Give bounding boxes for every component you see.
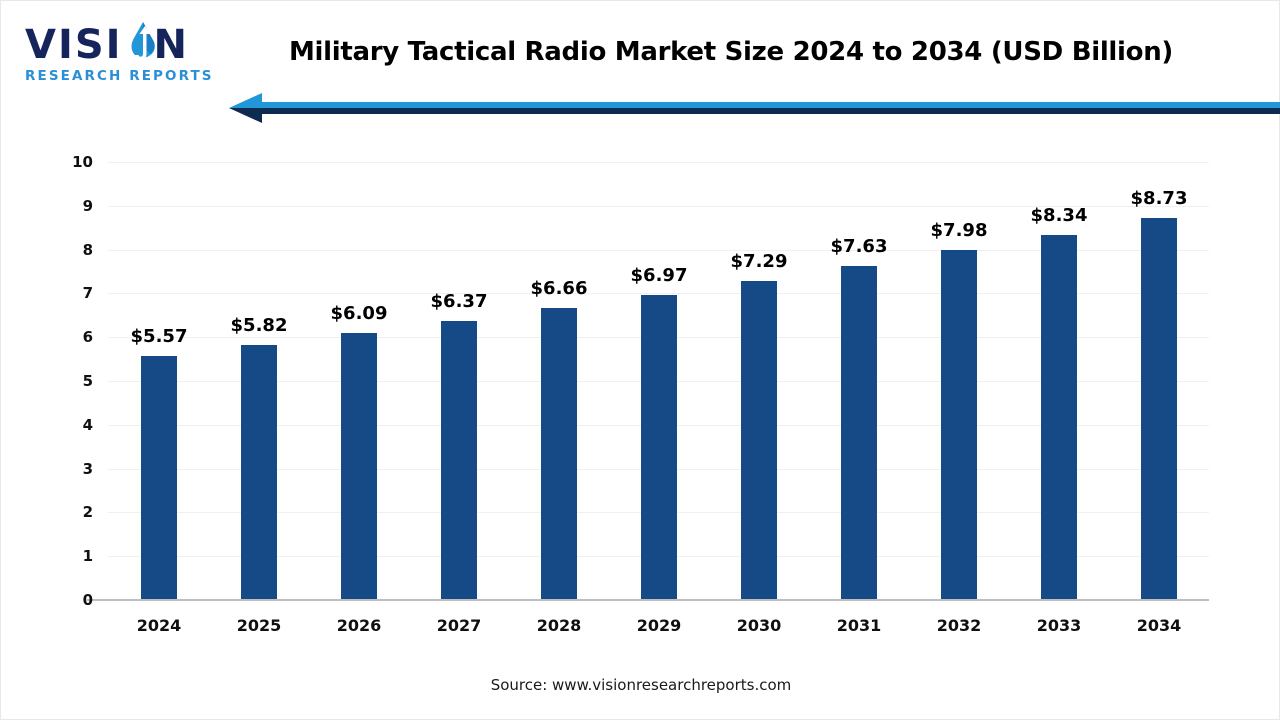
gridline	[108, 249, 1209, 251]
x-axis-tick-label: 2025	[236, 616, 282, 635]
bar-value-label: $6.09	[330, 303, 388, 325]
x-axis-tick-label: 2033	[1036, 616, 1082, 635]
x-axis-tick-label: 2031	[836, 616, 882, 635]
gridline	[108, 162, 1209, 163]
y-axis-tick-label: 10	[72, 153, 93, 171]
droplet-arrow-icon	[123, 22, 155, 64]
x-axis-tick-label: 2026	[336, 616, 382, 635]
y-axis-tick-label: 7	[82, 284, 93, 303]
x-axis-tick-label: 2029	[636, 616, 682, 635]
plot-area	[108, 162, 1209, 601]
logo-wordmark-post: N	[153, 22, 190, 68]
logo-wordmark: VISI N	[25, 22, 197, 68]
logo-wordmark-pre: VISI	[25, 22, 123, 68]
bar-value-label: $6.97	[630, 264, 688, 286]
y-axis-tick-label: 1	[82, 547, 93, 566]
bar-value-label: $7.29	[730, 250, 788, 272]
bar[interactable]	[141, 356, 177, 600]
bar[interactable]	[641, 294, 677, 600]
bar-value-label: $8.73	[1130, 187, 1188, 209]
y-axis-tick-label: 5	[82, 372, 93, 390]
y-axis-tick-label: 4	[82, 415, 93, 434]
bar[interactable]	[241, 345, 277, 600]
bar[interactable]	[741, 280, 777, 600]
logo-subtitle: RESEARCH REPORTS	[25, 68, 214, 84]
bar[interactable]	[541, 308, 577, 600]
bar[interactable]	[1041, 234, 1077, 600]
bar-value-label: $6.37	[430, 290, 488, 312]
page-title: Military Tactical Radio Market Size 2024…	[288, 37, 1174, 67]
x-axis-tick-label: 2032	[936, 616, 982, 635]
y-axis-tick-label: 9	[82, 196, 93, 215]
bar[interactable]	[941, 250, 977, 600]
bar-value-label: $5.57	[130, 326, 188, 348]
bar-value-label: $5.82	[230, 315, 288, 337]
y-axis-tick-label: 6	[82, 328, 93, 347]
axis-baseline	[87, 599, 1209, 601]
bar[interactable]	[1141, 217, 1177, 600]
bar[interactable]	[441, 320, 477, 600]
y-axis-tick-label: 2	[82, 503, 93, 522]
bar-value-label: $7.63	[830, 235, 888, 257]
bar-value-label: $8.34	[1030, 204, 1088, 226]
bar[interactable]	[341, 333, 377, 600]
y-axis-tick-label: 0	[82, 591, 93, 609]
x-axis-tick-label: 2034	[1136, 616, 1182, 635]
gridline	[108, 205, 1209, 207]
x-axis-tick-label: 2030	[736, 616, 782, 635]
bar-value-label: $7.98	[930, 220, 988, 242]
gridline	[108, 293, 1209, 295]
vision-research-reports-logo: VISI N RESEARCH REPORTS	[25, 22, 214, 95]
y-axis-tick-label: 3	[82, 459, 93, 478]
source-note: Source: www.visionresearchreports.com	[490, 676, 792, 694]
x-axis-tick-label: 2028	[536, 616, 582, 635]
x-axis-tick-label: 2024	[136, 616, 182, 635]
left-arrow-banner-icon	[229, 91, 1280, 125]
y-axis-tick-label: 8	[82, 240, 93, 259]
bar[interactable]	[841, 265, 877, 600]
bar-value-label: $6.66	[530, 278, 588, 300]
x-axis-tick-label: 2027	[436, 616, 482, 635]
